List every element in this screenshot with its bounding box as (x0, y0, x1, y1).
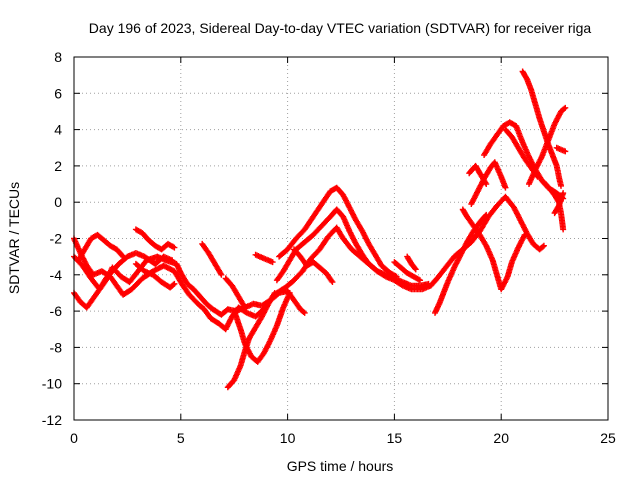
data-point (562, 104, 569, 111)
series-track-18 (459, 206, 528, 293)
data-point (328, 277, 335, 284)
data-point (540, 242, 547, 249)
y-tick-label: 4 (54, 122, 62, 138)
series-track-06 (132, 260, 178, 291)
series-track-25 (553, 144, 569, 155)
series-track-11 (252, 251, 276, 266)
data-point (534, 173, 541, 180)
series-track-16 (404, 253, 419, 273)
data-layer (71, 68, 569, 391)
data-point (482, 212, 489, 219)
data-point (483, 181, 490, 188)
series-track-08 (222, 275, 248, 311)
y-tick-label: -8 (50, 339, 63, 355)
series-track-12 (273, 206, 432, 289)
data-point (502, 184, 509, 191)
data-point (241, 304, 248, 311)
data-point (393, 273, 400, 280)
series-track-13 (276, 184, 400, 280)
series-track-20 (466, 162, 490, 188)
y-tick-label: -12 (42, 412, 62, 428)
y-tick-label: 2 (54, 158, 62, 174)
y-tick-label: -6 (50, 303, 63, 319)
series-track-23 (519, 68, 565, 189)
data-point (119, 252, 126, 259)
series-track-15 (391, 259, 424, 284)
series-track-04 (75, 231, 127, 264)
y-tick-label: -2 (50, 231, 63, 247)
grid (74, 57, 608, 420)
y-tick-label: 0 (54, 194, 62, 210)
data-point (561, 105, 568, 112)
data-point (171, 244, 178, 251)
x-tick-label: 15 (387, 430, 403, 446)
data-point (539, 243, 546, 250)
series-track-14 (291, 246, 336, 286)
y-axis-label: SDTVAR / TECUs (6, 182, 22, 294)
series-track-09 (224, 289, 278, 391)
data-point (271, 289, 278, 296)
data-point (562, 148, 569, 155)
data-point (392, 272, 399, 279)
data-point (169, 257, 176, 264)
data-point (558, 182, 565, 189)
data-point (329, 279, 336, 286)
data-point (411, 265, 418, 272)
data-point (521, 231, 528, 238)
series-track-07 (199, 240, 225, 278)
y-tick-label: 6 (54, 85, 62, 101)
data-point (301, 309, 308, 316)
data-point (415, 276, 422, 283)
plot-frame (73, 56, 609, 421)
data-point (560, 190, 567, 197)
x-tick-label: 25 (600, 430, 616, 446)
data-point (425, 280, 432, 287)
series-track-10 (231, 289, 293, 365)
data-point (483, 211, 490, 218)
x-tick-label: 10 (280, 430, 296, 446)
data-point (170, 281, 177, 288)
chart-title: Day 196 of 2023, Sidereal Day-to-day VTE… (89, 20, 592, 36)
data-point (120, 253, 127, 260)
data-point (171, 280, 178, 287)
y-tick-label: -4 (50, 267, 63, 283)
x-axis-label: GPS time / hours (287, 458, 394, 474)
x-tick-label: 0 (70, 430, 78, 446)
data-point (417, 277, 424, 284)
y-tick-label: 8 (54, 49, 62, 65)
series-track-24 (526, 104, 569, 187)
series-track-03 (71, 250, 176, 311)
data-point (560, 226, 567, 233)
series-track-17 (432, 211, 490, 316)
x-tick-label: 5 (177, 430, 185, 446)
series-track-27 (551, 190, 567, 217)
axis-ticks: 0 5 10 15 20 25 -12 -10 -8 -6 -4 -2 0 2 4 6 8 (42, 49, 616, 446)
series-track-26 (540, 179, 567, 233)
series-track-05 (132, 226, 178, 253)
data-point (218, 271, 225, 278)
data-point (269, 259, 276, 266)
series-track-22 (502, 126, 541, 180)
y-tick-label: -10 (42, 376, 62, 392)
data-point (170, 243, 177, 250)
x-tick-label: 20 (493, 430, 509, 446)
data-point (412, 266, 419, 273)
data-point (300, 309, 307, 315)
data-point (286, 289, 293, 296)
